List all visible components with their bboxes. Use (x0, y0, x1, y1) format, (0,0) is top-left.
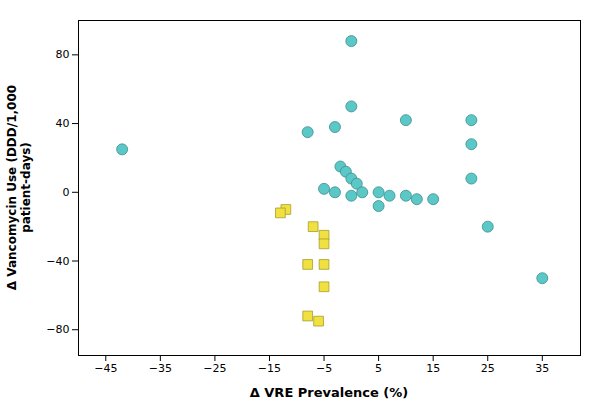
svg-text:0: 0 (63, 186, 70, 199)
svg-text:25: 25 (481, 362, 495, 375)
svg-text:80: 80 (56, 48, 70, 61)
svg-text:−40: −40 (46, 255, 69, 268)
svg-text:Δ Vancomycin Use (DDD/1,000pat: Δ Vancomycin Use (DDD/1,000patient-days) (5, 85, 33, 290)
svg-text:15: 15 (426, 362, 440, 375)
svg-text:Δ VRE Prevalence (%): Δ VRE Prevalence (%) (250, 385, 409, 400)
svg-text:5: 5 (375, 362, 382, 375)
svg-text:40: 40 (56, 117, 70, 130)
svg-text:35: 35 (535, 362, 549, 375)
svg-text:−15: −15 (258, 362, 281, 375)
svg-text:−45: −45 (94, 362, 117, 375)
svg-text:−80: −80 (46, 323, 69, 336)
svg-text:−35: −35 (149, 362, 172, 375)
svg-text:−5: −5 (316, 362, 332, 375)
svg-text:−25: −25 (203, 362, 226, 375)
